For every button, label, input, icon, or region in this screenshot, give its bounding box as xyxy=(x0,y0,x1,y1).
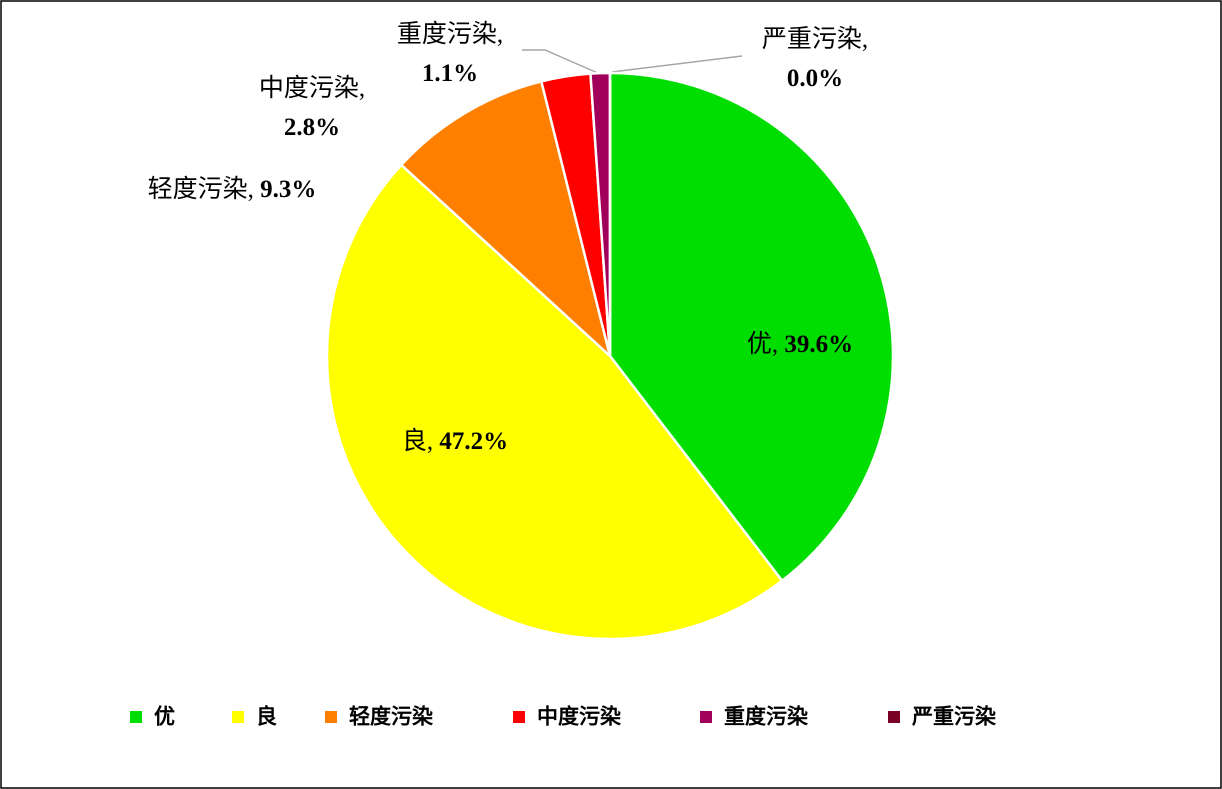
leader-line xyxy=(611,55,743,73)
data-label: 重度污染, 1.1% xyxy=(397,20,503,87)
legend-label: 中度污染 xyxy=(537,705,621,729)
legend-marker xyxy=(130,711,142,723)
legend-marker xyxy=(700,711,712,723)
legend-marker xyxy=(325,711,337,723)
legend-label: 严重污染 xyxy=(912,706,996,729)
legend-marker xyxy=(232,711,244,723)
legend-label: 良 xyxy=(256,705,277,729)
legend-label: 轻度污染 xyxy=(349,705,433,729)
legend-marker xyxy=(513,711,525,723)
legend-label: 重度污染 xyxy=(724,705,808,729)
pie-slice xyxy=(608,71,895,583)
data-label: 轻度污染, 9.3% xyxy=(148,175,317,203)
data-label: 严重污染, 0.0% xyxy=(762,25,868,92)
pie-slice xyxy=(325,163,784,641)
legend-label: 优 xyxy=(154,705,175,729)
leader-line xyxy=(522,49,601,75)
data-label: 优, 39.6% xyxy=(747,330,853,358)
legend-marker xyxy=(888,711,900,723)
data-label: 中度污染, 2.8% xyxy=(259,74,365,141)
data-label: 良, 47.2% xyxy=(402,427,508,455)
